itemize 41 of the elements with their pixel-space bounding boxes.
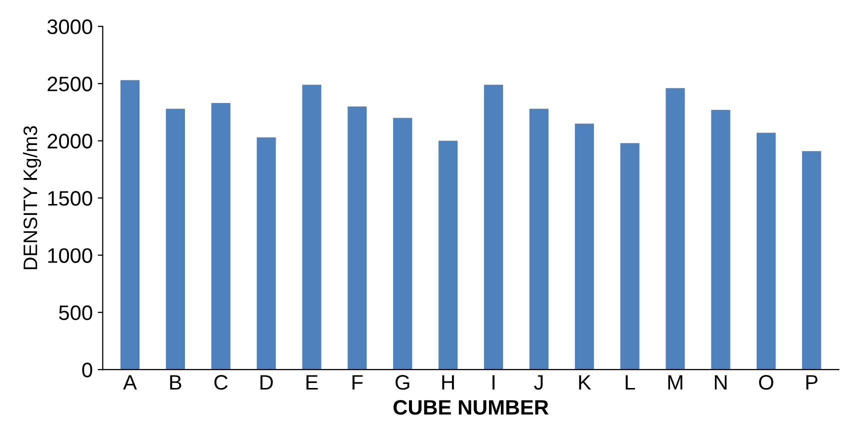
y-tick-label: 1000 — [48, 248, 92, 263]
bar — [620, 143, 640, 370]
bar — [802, 151, 822, 370]
x-tick-label: H — [442, 375, 454, 390]
bar — [348, 106, 367, 370]
bar — [574, 124, 594, 370]
y-tick-label: 2500 — [48, 76, 92, 92]
y-tick-label: 500 — [59, 305, 92, 320]
x-tick-label: K — [579, 375, 592, 390]
x-tick-label: N — [714, 375, 727, 390]
bar — [211, 103, 230, 370]
x-tick-label: L — [626, 375, 635, 390]
bar — [756, 132, 776, 370]
x-tick-label: M — [668, 375, 682, 390]
x-tick-label: O — [759, 375, 774, 390]
x-tick-label: I — [492, 375, 494, 390]
x-tick-label: E — [306, 375, 318, 390]
bar — [529, 108, 549, 370]
x-axis-title: CUBE NUMBER — [394, 400, 548, 415]
bar — [666, 88, 685, 370]
y-axis-title: DENSITY Kg/m3 — [22, 126, 42, 270]
x-tick-label: D — [260, 375, 273, 390]
bar — [120, 80, 140, 370]
bar — [438, 140, 458, 370]
bar — [166, 108, 185, 370]
x-tick-label: G — [396, 375, 410, 390]
bar — [256, 137, 276, 370]
bar — [393, 118, 412, 370]
y-tick-label: 0 — [82, 362, 92, 378]
bar — [711, 110, 730, 370]
y-tick-label: 2000 — [48, 134, 92, 149]
bar — [302, 84, 322, 370]
x-tick-label: P — [806, 375, 818, 390]
y-tick-label: 3000 — [47, 19, 92, 34]
y-tick-label: 1500 — [48, 191, 92, 206]
bar — [484, 84, 504, 370]
x-tick-label: A — [123, 375, 137, 390]
x-tick-label: J — [534, 375, 543, 390]
x-tick-label: C — [214, 375, 228, 390]
x-tick-label: F — [352, 375, 363, 390]
x-tick-label: B — [170, 375, 182, 390]
